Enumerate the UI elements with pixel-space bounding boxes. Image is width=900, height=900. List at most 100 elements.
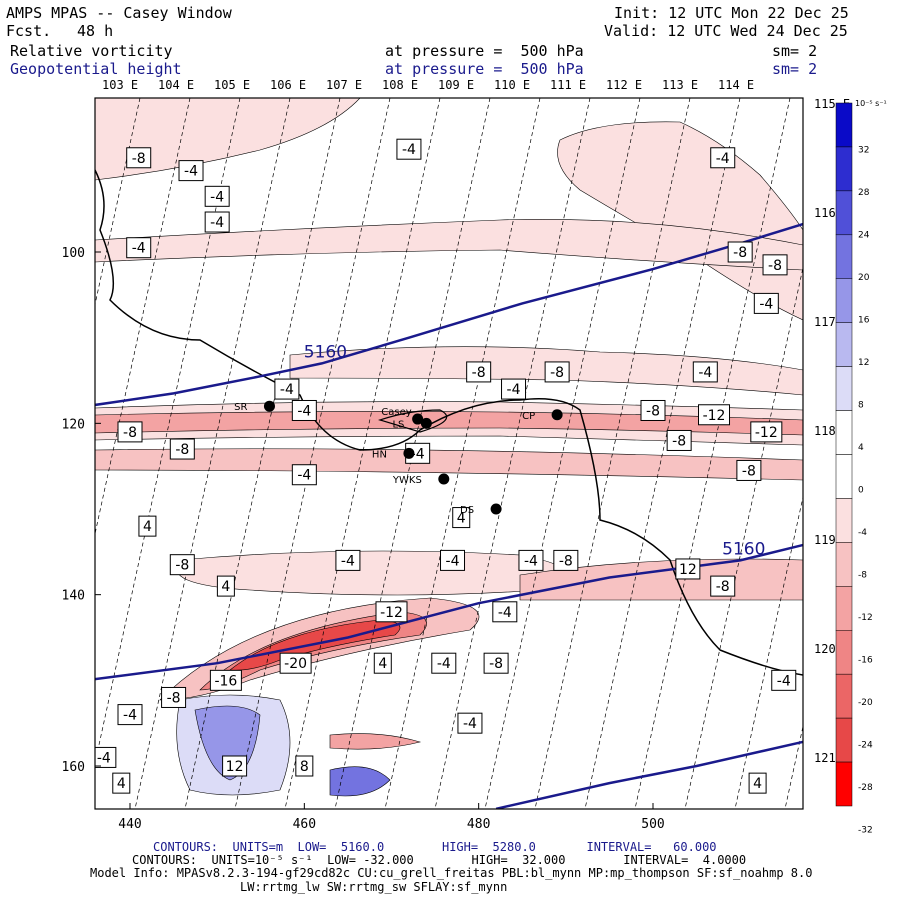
vorticity-label: -8: [489, 656, 503, 672]
vorticity-shade-2: [95, 219, 803, 271]
vorticity-label-box: [452, 507, 471, 529]
vorticity-label-box: [692, 361, 718, 383]
vorticity-label: 4: [457, 511, 466, 527]
vorticity-label: -4: [402, 142, 416, 158]
x-tick-label: 440: [118, 817, 141, 832]
vorticity-label: 8: [300, 759, 309, 775]
y-tick-label: 120: [62, 417, 85, 432]
vorticity-label: -4: [297, 468, 311, 484]
station-label: DS: [460, 505, 474, 516]
station-dot: [403, 447, 415, 459]
colorbar-cell: [835, 586, 853, 631]
plot-frame: [94, 97, 804, 810]
vorticity-label: -8: [733, 245, 747, 261]
vorticity-label-box: [291, 399, 317, 421]
vorticity-label-box: [222, 755, 248, 777]
forecast-label: Fcst.: [6, 22, 52, 40]
meridian-line: [0, 98, 90, 809]
vorticity-label: -8: [550, 365, 564, 381]
lon-label-top: 107 E: [326, 78, 362, 92]
vorticity-label-box: [553, 549, 579, 571]
colorbar-tick-label: -16: [858, 655, 873, 665]
meridian-line: [434, 98, 591, 809]
vorticity-label: 4: [753, 776, 762, 792]
colorbar-cell: [835, 542, 853, 587]
vorticity-label: -4: [210, 189, 224, 205]
vorticity-label: 12: [679, 562, 697, 578]
x-tick-label: 500: [641, 817, 664, 832]
station-label: CP: [522, 411, 535, 422]
vorticity-label-box: [492, 601, 518, 623]
vorticity-label-box: [466, 361, 492, 383]
vorticity-label-box: [771, 669, 797, 691]
field1-pressure: at pressure = 500 hPa: [385, 42, 584, 60]
height-contour-label: 5160: [722, 539, 765, 559]
x-tick-label: 480: [467, 817, 490, 832]
station-label: YWKS: [392, 475, 422, 486]
colorbar-tick-label: 20: [858, 273, 870, 283]
vorticity-label: -4: [698, 365, 712, 381]
vorticity-label-box: [440, 549, 466, 571]
colorbar-tick-label: 12: [858, 358, 869, 368]
vorticity-label-box: [698, 404, 731, 426]
vorticity-label-box: [295, 755, 314, 777]
colorbar-tick-label: -20: [858, 698, 873, 708]
meridian-line: [234, 98, 391, 809]
lon-label-top: 109 E: [438, 78, 474, 92]
vorticity-label-box: [518, 549, 544, 571]
meridian-line: [95, 98, 141, 307]
x-tick-label: 460: [293, 817, 316, 832]
vorticity-label: 4: [378, 656, 387, 672]
colorbar-tick-label: 28: [858, 188, 870, 198]
vorticity-label: -4: [132, 241, 146, 257]
vorticity-shade-14: [329, 766, 391, 797]
vorticity-label-box: [274, 378, 300, 400]
meridian-line: [634, 98, 791, 809]
lon-label-top: 108 E: [382, 78, 418, 92]
lon-label-top: 112 E: [606, 78, 642, 92]
station-dot: [420, 417, 432, 429]
colorbar-cell: [835, 498, 853, 543]
vorticity-label-box: [178, 160, 204, 182]
vorticity-label-box: [112, 772, 131, 794]
colorbar-tick-label: -8: [858, 570, 867, 580]
model-title: AMPS MPAS -- Casey Window: [6, 4, 232, 22]
lon-label-top: 104 E: [158, 78, 194, 92]
vorticity-label-box: [169, 438, 195, 460]
field1-smoothing: sm= 2: [772, 42, 818, 60]
vorticity-label-box: [95, 746, 117, 768]
vorticity-label-box: [736, 459, 762, 481]
vorticity-label-box: [126, 237, 152, 259]
vorticity-label-box: [431, 652, 457, 674]
vorticity-label-box: [161, 686, 187, 708]
vorticity-label-box: [126, 147, 152, 169]
vorticity-label-box: [753, 292, 779, 314]
vorticity-label: 4: [143, 519, 152, 535]
meridian-line: [885, 98, 900, 809]
colorbar-cell: [835, 717, 853, 763]
vorticity-label: -12: [380, 605, 403, 621]
station-dot: [412, 413, 424, 425]
colorbar-cell: [835, 366, 853, 411]
colorbar-tick-label: -24: [858, 740, 873, 750]
vorticity-label: -4: [446, 553, 460, 569]
vorticity-label: -12: [703, 408, 726, 424]
station-dot: [263, 400, 275, 412]
vorticity-label-box: [483, 652, 509, 674]
lon-label-top: 105 E: [214, 78, 250, 92]
vorticity-label-box: [675, 558, 701, 580]
field1-name: Relative vorticity: [10, 42, 173, 60]
colorbar-tick-label: 0: [858, 485, 864, 495]
vorticity-label: -8: [167, 690, 181, 706]
footer-model-info: Model Info: MPASv8.2.3-194-gf29cd82c CU:…: [90, 866, 813, 880]
vorticity-label-box: [748, 772, 767, 794]
vorticity-label: -4: [280, 382, 294, 398]
meridian-line: [134, 98, 291, 809]
vorticity-label: -4: [297, 403, 311, 419]
colorbar-tick-label: -12: [858, 613, 873, 623]
vorticity-label: -4: [97, 750, 111, 766]
vorticity-label: -8: [768, 258, 782, 274]
vorticity-label: -4: [341, 553, 355, 569]
meridian-line: [184, 98, 341, 809]
